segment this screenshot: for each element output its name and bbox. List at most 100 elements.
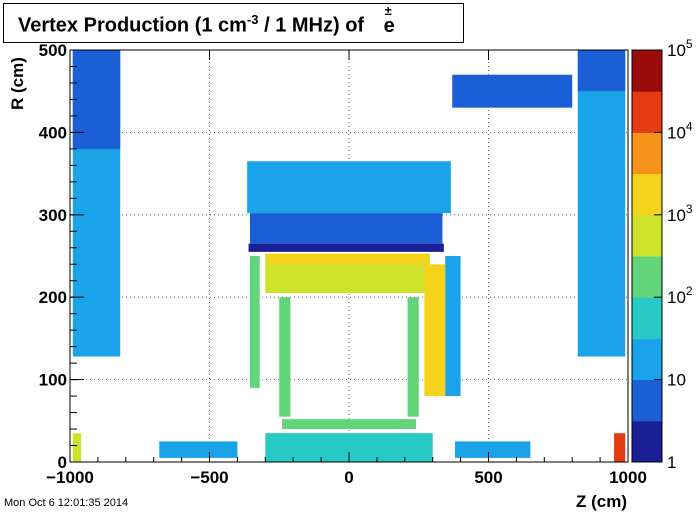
colorbar-segment — [632, 194, 662, 202]
colorbar-segment — [632, 228, 662, 236]
colorbar-segment — [632, 331, 662, 339]
colorbar-tick-label: 104 — [667, 119, 693, 142]
heatmap-region-endcap-right-top — [577, 50, 626, 92]
colorbar-segment — [632, 56, 662, 65]
heatmap-region-ecal-top-edge — [268, 253, 428, 265]
colorbar-segment — [632, 290, 662, 298]
colorbar-segment — [632, 448, 662, 456]
y-tick-label: 300 — [39, 206, 67, 225]
heatmap-region-beamline-left — [159, 441, 238, 458]
colorbar-segment — [632, 310, 662, 319]
colorbar-segment — [632, 91, 662, 99]
colorbar-segment — [632, 242, 662, 250]
title-particle-symbol: e — [383, 14, 395, 37]
colorbar-segment — [632, 153, 662, 161]
x-tick-label: −1000 — [46, 468, 94, 487]
title-particle-mark: ± — [384, 2, 392, 18]
colorbar-segment — [632, 84, 662, 92]
colorbar-frame — [631, 49, 663, 463]
colorbar-segment — [632, 214, 662, 223]
colorbar-segment — [632, 104, 662, 113]
title-box: Vertex Production (1 cm-3 / 1 MHz) of e ± — [3, 3, 464, 43]
colorbar-segment — [632, 427, 662, 436]
heatmap-region-forward-left — [72, 433, 82, 462]
y-tick-label: 500 — [39, 41, 67, 60]
heatmap-region-tracker-left-post — [279, 297, 291, 417]
title-exponent: -3 — [246, 12, 259, 27]
colorbar-segment — [632, 365, 662, 374]
heatmap-region-barrel-right-outer — [445, 256, 461, 397]
colorbar-tick-label: 105 — [667, 37, 693, 60]
heatmap-region-top-arc — [452, 74, 573, 108]
heatmap-region-barrel-right-wall — [424, 264, 446, 397]
colorbar-segment — [632, 324, 662, 333]
colorbar-segment — [632, 256, 662, 264]
y-tick-label: 200 — [39, 288, 67, 307]
colorbar-segment — [632, 50, 662, 58]
colorbar-segment — [632, 235, 662, 243]
heatmap-region-coil-gap — [248, 243, 444, 252]
colorbar-segment — [632, 146, 662, 154]
y-axis-label: R (cm) — [8, 57, 27, 110]
x-tick-label: 0 — [344, 468, 353, 487]
timestamp: Mon Oct 6 12:01:35 2014 — [4, 497, 129, 509]
colorbar-segment — [632, 434, 662, 442]
colorbar-segment — [632, 400, 662, 408]
heatmap-region-forward-right — [614, 433, 626, 462]
colorbar-segment — [632, 77, 662, 85]
colorbar-segment — [632, 249, 662, 257]
colorbar-segment — [632, 352, 662, 360]
colorbar-segment — [632, 269, 662, 278]
heatmap-region-outer-calorimeter-segments — [249, 213, 443, 244]
colorbar-segment — [632, 386, 662, 394]
colorbar-segment — [632, 317, 662, 326]
heatmap-region-endcap-right-outer — [577, 50, 626, 357]
title-middle: / 1 MHz) of — [258, 14, 370, 37]
colorbar-tick-label: 1 — [667, 453, 676, 472]
colorbar-segment — [632, 70, 662, 78]
colorbar-segment — [632, 187, 662, 195]
x-axis-label: Z (cm) — [576, 492, 627, 511]
colorbar-segment — [632, 420, 662, 429]
colorbar-segment — [632, 98, 662, 106]
colorbar-segment — [632, 413, 662, 422]
colorbar-tick-label: 10 — [667, 371, 686, 390]
x-tick-label: 1000 — [609, 468, 647, 487]
heatmap-region-barrel-left-wall — [249, 256, 260, 388]
colorbar-segment — [632, 173, 662, 181]
colorbar-segment — [632, 455, 662, 463]
colorbar-segment — [632, 372, 662, 381]
heatmap-region-tracker-right-post — [407, 297, 419, 417]
colorbar-tick-label: 102 — [667, 284, 693, 307]
title-particle: e ± — [383, 3, 395, 38]
colorbar-segment — [632, 379, 662, 387]
colorbar-segment — [632, 407, 662, 415]
colorbar-segment — [632, 63, 662, 72]
colorbar-segment — [632, 345, 662, 353]
colorbar-segment — [632, 166, 662, 175]
title-prefix: Vertex Production (1 cm — [18, 14, 247, 37]
colorbar-segment — [632, 159, 662, 168]
colorbar-segment — [632, 393, 662, 401]
colorbar-segment — [632, 359, 662, 367]
colorbar-segment — [632, 118, 662, 127]
colorbar-segment — [632, 207, 662, 216]
heatmap-region-endcap-left-top — [72, 50, 121, 149]
colorbar-segment — [632, 276, 662, 284]
colorbar-segment — [632, 180, 662, 188]
x-tick-label: −500 — [190, 468, 228, 487]
colorbar-segment — [632, 262, 662, 271]
colorbar-segment — [632, 201, 662, 209]
colorbar-tick-label: 103 — [667, 202, 693, 225]
x-tick-label: 500 — [474, 468, 502, 487]
heatmap-region-outer-calorimeter — [247, 161, 451, 214]
colorbar-segment — [632, 132, 662, 140]
colorbar-segment — [632, 221, 662, 230]
y-tick-label: 0 — [58, 453, 67, 472]
colorbar-segment — [632, 139, 662, 147]
heatmap-region-tracker-floor — [282, 419, 416, 430]
colorbar-segment — [632, 111, 662, 120]
colorbar-segment — [632, 283, 662, 291]
chart-title: Vertex Production (1 cm-3 / 1 MHz) of e ± — [18, 3, 395, 38]
